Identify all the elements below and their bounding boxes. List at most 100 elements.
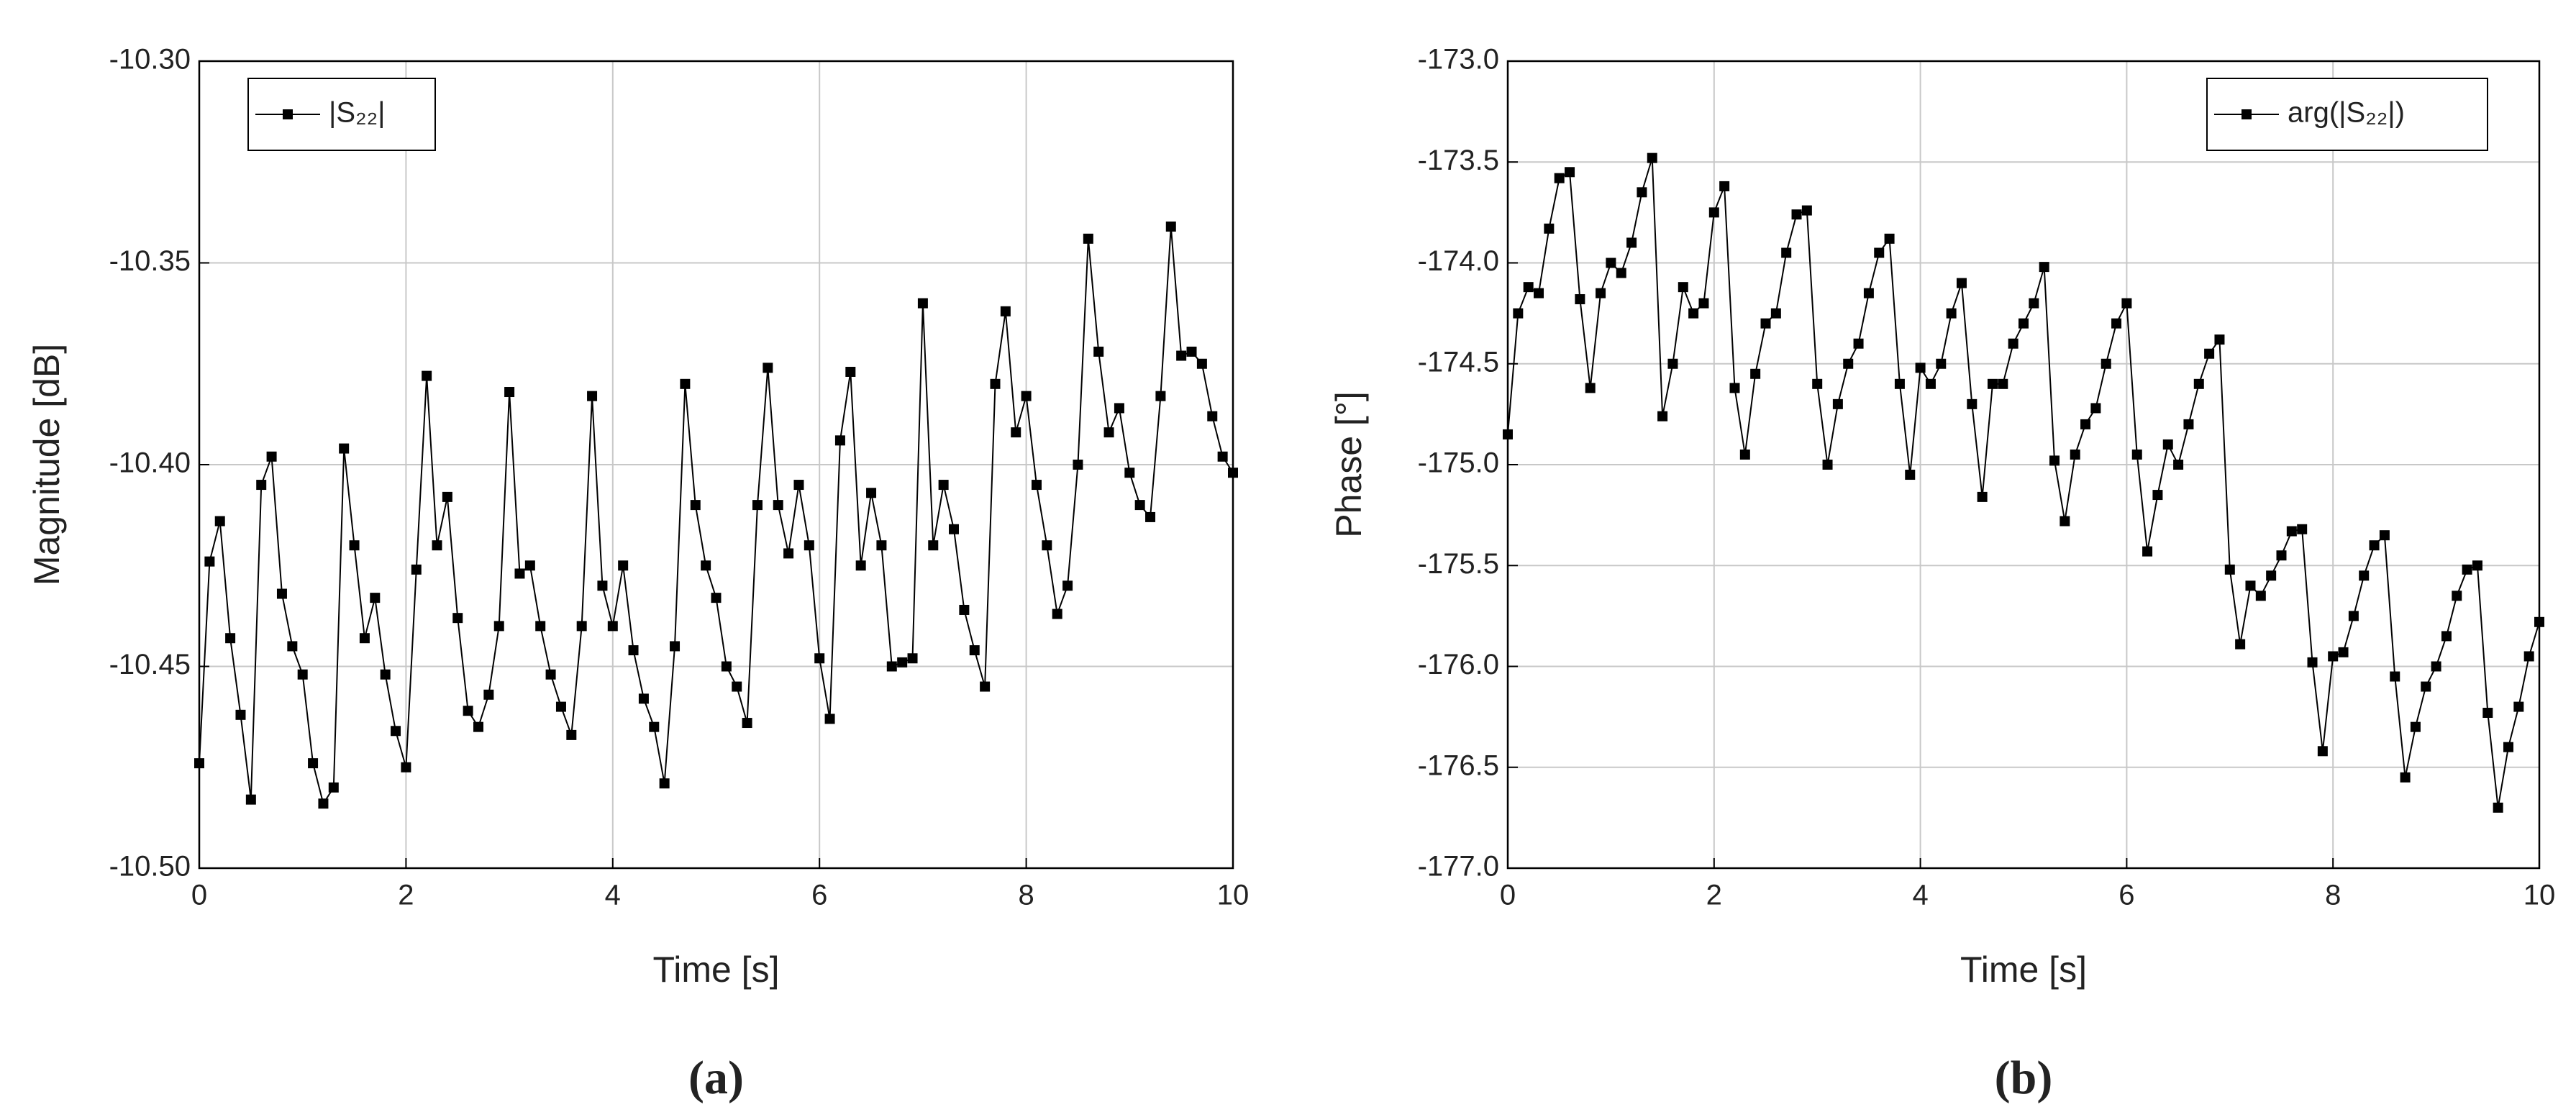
- marker: [834, 435, 845, 446]
- marker: [1228, 468, 1238, 478]
- marker: [2523, 651, 2534, 662]
- y-tick-label: -10.30: [109, 44, 191, 76]
- marker: [2369, 540, 2380, 551]
- marker: [2307, 657, 2318, 667]
- marker: [2162, 439, 2173, 450]
- marker: [907, 653, 918, 664]
- marker: [1114, 403, 1124, 414]
- marker: [2070, 449, 2080, 460]
- y-tick-label: -174.0: [1418, 245, 1499, 277]
- caption: (a): [688, 1052, 744, 1104]
- marker: [2214, 334, 2225, 345]
- marker: [204, 556, 215, 567]
- marker: [2008, 338, 2019, 349]
- marker: [1544, 223, 1555, 234]
- marker: [928, 540, 939, 551]
- marker: [297, 669, 308, 680]
- marker: [1760, 318, 1771, 329]
- marker: [576, 621, 587, 632]
- marker: [763, 363, 773, 373]
- marker: [1915, 363, 1926, 373]
- marker: [732, 681, 742, 692]
- marker: [1093, 346, 1104, 357]
- y-tick-label: -10.35: [109, 245, 191, 277]
- marker: [1606, 258, 1616, 268]
- marker: [742, 718, 752, 729]
- marker: [938, 480, 949, 491]
- y-tick-label: -173.5: [1418, 145, 1499, 176]
- x-tick-label: 10: [2523, 880, 2556, 911]
- marker: [1801, 205, 1812, 216]
- marker: [1052, 609, 1062, 619]
- marker: [2019, 318, 2029, 329]
- marker: [1637, 187, 1647, 198]
- marker: [1698, 298, 1709, 309]
- marker: [2452, 591, 2462, 601]
- marker: [2101, 358, 2111, 369]
- y-tick-label: -10.45: [109, 649, 191, 680]
- marker: [463, 706, 473, 716]
- y-tick-label: -10.50: [109, 851, 191, 883]
- marker: [1565, 167, 1575, 178]
- marker: [2060, 516, 2070, 527]
- marker: [1853, 338, 1864, 349]
- marker: [783, 548, 794, 559]
- marker: [587, 391, 598, 401]
- marker: [566, 729, 577, 740]
- marker: [845, 366, 856, 377]
- marker: [1186, 346, 1197, 357]
- marker: [339, 443, 350, 454]
- marker: [2462, 564, 2472, 575]
- legend-label: arg(|S₂₂|): [2288, 97, 2405, 129]
- x-axis-label: Time [s]: [653, 949, 780, 990]
- y-tick-label: -175.0: [1418, 447, 1499, 479]
- marker: [2276, 550, 2287, 561]
- marker: [1523, 282, 1534, 293]
- marker: [411, 564, 422, 575]
- marker: [2441, 631, 2452, 642]
- marker: [1103, 427, 1114, 438]
- marker: [2131, 449, 2142, 460]
- marker: [659, 778, 670, 789]
- marker: [618, 560, 629, 571]
- marker: [1936, 358, 1947, 369]
- marker: [1073, 460, 1083, 470]
- marker: [1832, 398, 1843, 409]
- marker: [287, 641, 298, 652]
- marker: [555, 701, 566, 712]
- marker: [1062, 580, 1073, 591]
- marker: [493, 621, 504, 632]
- marker: [886, 661, 897, 672]
- marker: [897, 657, 908, 667]
- marker: [876, 540, 887, 551]
- legend-marker: [2242, 109, 2252, 119]
- marker: [483, 689, 494, 700]
- legend-label: |S₂₂|: [329, 97, 386, 129]
- y-tick-label: -174.5: [1418, 346, 1499, 378]
- marker: [1165, 222, 1176, 232]
- x-tick-label: 10: [1217, 880, 1250, 911]
- marker: [1031, 480, 1042, 491]
- marker: [535, 621, 546, 632]
- marker: [1719, 181, 1730, 191]
- plot-frame: [1506, 60, 2541, 870]
- marker: [721, 661, 732, 672]
- marker: [1513, 308, 1524, 319]
- marker: [690, 500, 701, 511]
- marker: [1729, 383, 1740, 393]
- marker: [2245, 580, 2256, 591]
- marker: [2503, 742, 2513, 752]
- marker: [824, 714, 835, 724]
- marker: [1000, 306, 1011, 316]
- marker: [473, 721, 483, 732]
- marker: [318, 798, 329, 809]
- marker: [349, 540, 360, 551]
- marker: [391, 726, 401, 737]
- marker: [2348, 611, 2359, 621]
- marker: [1791, 209, 1802, 220]
- marker: [1678, 282, 1688, 293]
- marker: [401, 762, 411, 773]
- x-axis-label: Time [s]: [1960, 949, 2087, 990]
- marker: [514, 568, 525, 579]
